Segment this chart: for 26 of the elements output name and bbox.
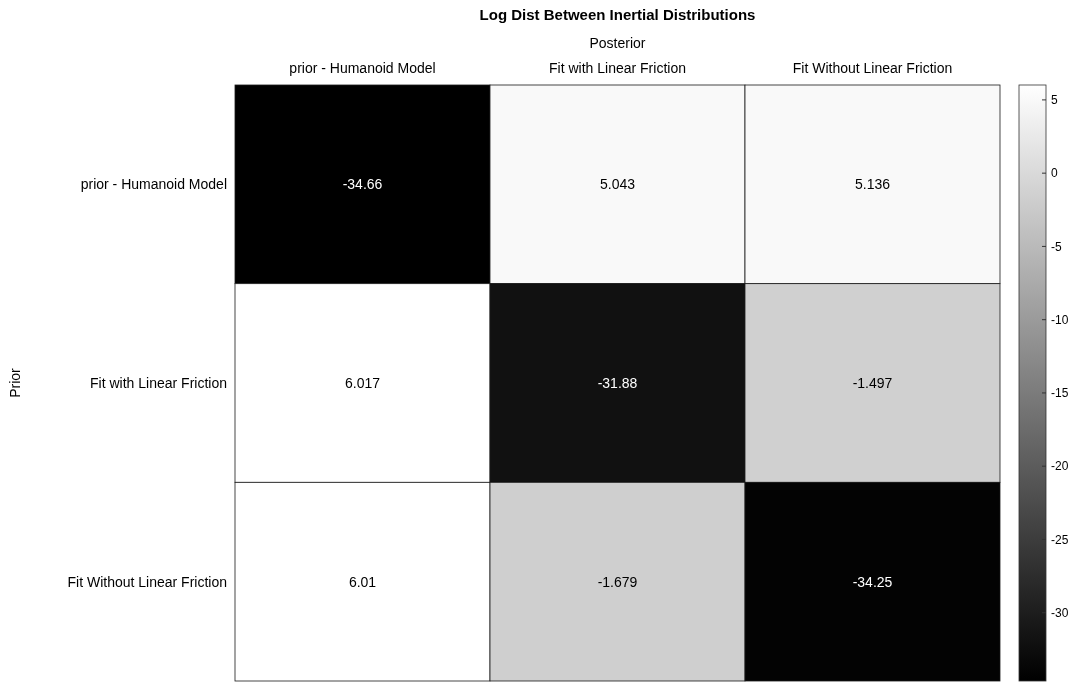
color-bar-label: 0 <box>1051 166 1058 181</box>
color-bar-label: -5 <box>1051 239 1062 254</box>
color-bar-label: 5 <box>1051 93 1058 108</box>
data-label: -34.66 <box>342 176 383 193</box>
color-bar-label: -10 <box>1051 312 1069 327</box>
data-label: -31.88 <box>597 374 638 391</box>
data-label: -34.25 <box>852 573 893 590</box>
data-label: 5.136 <box>854 176 891 193</box>
data-label: 6.01 <box>348 573 377 590</box>
data-label: 5.043 <box>599 176 636 193</box>
y-tick-label: Fit with Linear Friction <box>90 374 227 391</box>
data-label: 6.017 <box>344 374 381 391</box>
x-axis-title: Posterior <box>589 35 646 51</box>
y-axis-title: Prior <box>7 367 23 398</box>
chart-title: Log Dist Between Inertial Distributions <box>479 6 756 23</box>
x-tick-label: Fit Without Linear Friction <box>792 60 953 76</box>
color-bar-label: -15 <box>1051 386 1069 401</box>
color-bar-label: -30 <box>1051 605 1069 620</box>
data-label: -1.679 <box>597 573 638 590</box>
color-bar-label: -20 <box>1051 459 1069 474</box>
y-tick-label: Fit Without Linear Friction <box>67 573 227 590</box>
x-tick-label: prior - Humanoid Model <box>289 60 436 76</box>
data-label: -1.497 <box>852 374 893 391</box>
y-tick-label: prior - Humanoid Model <box>80 176 227 193</box>
x-tick-label: Fit with Linear Friction <box>549 60 686 76</box>
color-bar-label: -25 <box>1051 532 1069 547</box>
